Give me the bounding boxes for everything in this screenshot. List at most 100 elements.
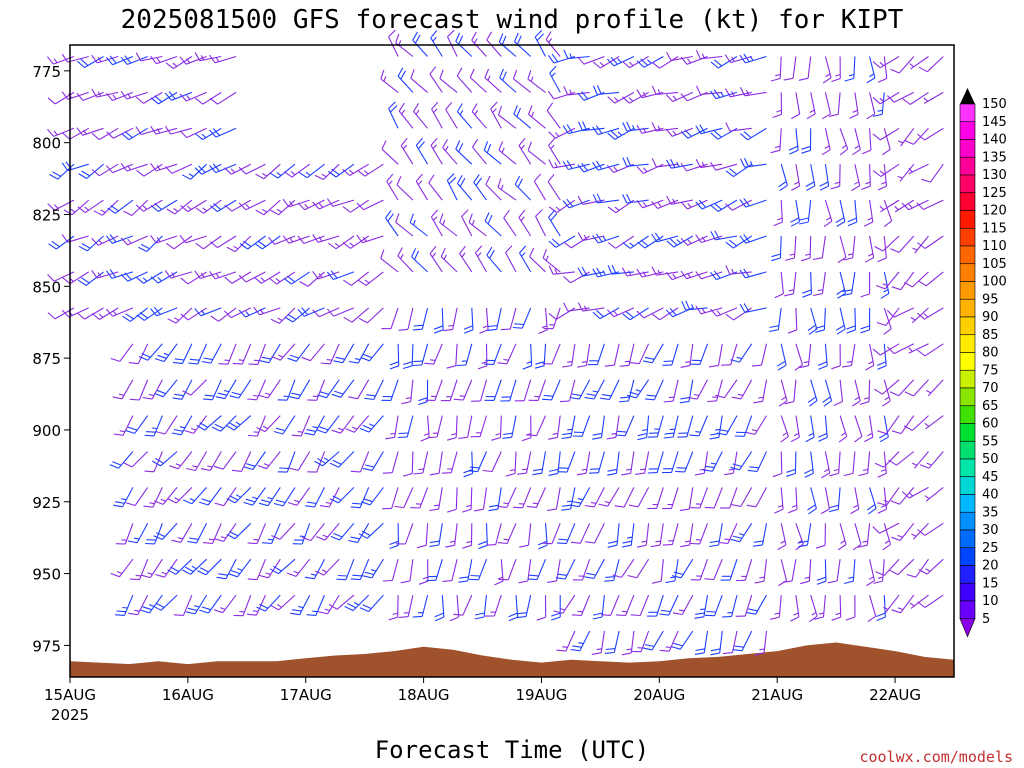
wind-barb [318,594,340,615]
wind-barb [315,522,340,541]
wind-barb [917,522,944,536]
wind-barb [725,265,752,275]
barb-flag [864,221,874,227]
barb-flag [446,173,455,181]
barb-shaft [164,415,178,435]
barb-shaft [897,558,915,575]
barb-half-flag [277,317,283,322]
wind-barb [774,271,784,299]
colorbar-label: 90 [982,310,999,325]
wind-barb [875,558,900,577]
barb-flag [679,400,690,404]
barb-flag [732,535,743,539]
barb-flag [584,504,595,508]
barb-shaft [307,271,325,287]
wind-barb [680,235,708,246]
wind-barb [185,594,208,615]
barb-flag [695,49,701,60]
wind-barb [247,379,267,401]
barb-flag [214,538,224,542]
barb-flag [835,217,845,224]
barb-flag [673,642,683,647]
wind-barb [536,595,547,621]
wind-barb [822,92,832,120]
barb-flag [154,358,165,363]
barb-half-flag [657,89,661,95]
barb-flag [545,31,552,40]
barb-half-flag [641,540,647,543]
colorbar-swatch [959,369,976,389]
wind-barb [416,523,429,549]
wind-barb [442,139,458,165]
wind-barb [601,594,620,616]
wind-barb [851,164,861,192]
barb-flag [592,311,601,320]
barb-flag [180,313,189,321]
barb-flag [91,132,100,141]
wind-barb [412,307,429,331]
colorbar-swatch [959,440,976,460]
barb-flag [860,325,870,330]
wind-barb [342,235,370,249]
wind-barb [710,161,738,171]
wind-barb [258,379,281,399]
barb-flag [105,235,113,244]
barb-flag [461,209,469,217]
wind-barb [790,200,801,227]
barb-flag [877,430,887,435]
barb-flag [581,266,588,276]
barb-half-flag [190,427,197,431]
barb-flag [289,354,300,359]
barb-flag [694,652,705,655]
barb-flag [716,432,727,436]
wind-barb [607,235,635,249]
barb-half-flag [590,501,597,504]
barb-half-flag [731,91,735,97]
barb-shaft [350,271,370,286]
wind-barb [651,559,664,584]
barb-flag [179,130,188,138]
wind-barb [790,595,800,622]
barb-shaft [366,307,384,324]
barb-flag [901,491,910,499]
barb-shaft [486,39,502,57]
barb-flag [570,541,581,544]
barb-flag [842,364,852,368]
barb-flag [275,499,286,504]
barb-half-flag [97,57,102,63]
barb-flag [429,472,440,476]
barb-half-flag [189,498,195,502]
barb-flag [906,573,916,578]
wind-barb [397,415,414,439]
barb-shaft [701,271,723,280]
barb-flag [663,400,674,403]
barb-flag [601,614,611,616]
barb-flag [173,614,184,616]
wind-barb [497,178,517,201]
barb-half-flag [781,396,787,401]
wind-barb [487,307,502,331]
wind-barb [874,451,900,468]
wind-barb [546,102,561,129]
barb-flag [710,204,719,212]
barb-flag [714,230,720,240]
colorbar-swatch [959,263,976,282]
barb-half-flag [909,602,915,607]
barb-flag [777,544,787,551]
wind-barb [248,343,267,365]
colorbar-swatch [959,245,976,265]
barb-flag [272,565,282,572]
wind-barb [497,523,517,545]
barb-half-flag [433,216,438,221]
wind-barb [434,595,445,622]
barb-flag [297,235,305,244]
wind-barb [113,487,134,508]
barb-half-flag [567,500,573,503]
barb-flag [120,274,129,282]
wind-barb [663,379,679,403]
barb-flag [850,508,860,515]
wind-barb [607,451,620,476]
barb-flag [204,394,215,397]
barb-flag [877,185,887,191]
barb-flag [418,401,428,406]
